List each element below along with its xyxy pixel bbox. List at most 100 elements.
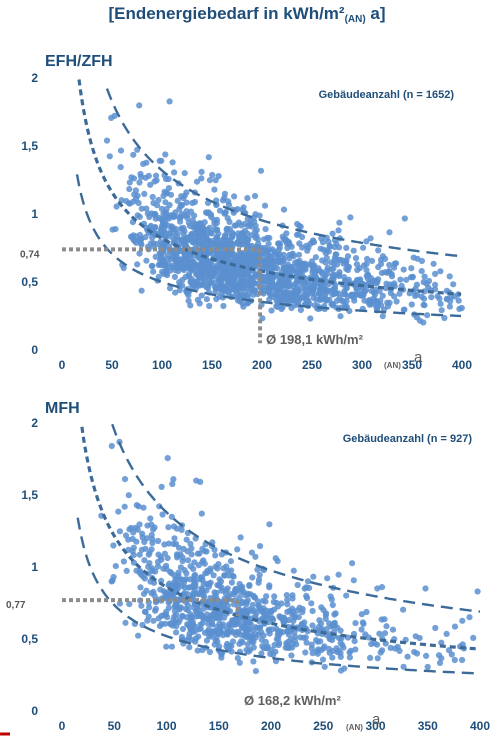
data-point <box>209 171 216 179</box>
data-point <box>224 567 231 575</box>
data-point <box>281 279 288 287</box>
data-point <box>246 582 253 590</box>
data-point <box>455 297 462 304</box>
data-point <box>138 602 145 609</box>
data-point <box>146 560 153 567</box>
data-point <box>358 626 365 633</box>
data-point <box>324 267 331 274</box>
data-point <box>203 296 210 303</box>
data-point <box>313 296 320 303</box>
data-point <box>136 231 143 239</box>
data-point <box>222 209 229 216</box>
data-point <box>145 551 152 558</box>
data-point <box>376 630 383 637</box>
data-point <box>256 605 263 612</box>
data-point <box>274 603 282 610</box>
data-point <box>443 630 450 638</box>
data-point <box>225 572 232 579</box>
data-point <box>273 636 280 643</box>
data-point <box>353 285 360 292</box>
data-point <box>187 302 194 309</box>
data-point <box>188 625 195 632</box>
data-point <box>170 523 178 530</box>
data-point <box>233 628 241 635</box>
x-tick-label: 300 <box>365 719 385 733</box>
data-point <box>220 302 227 310</box>
data-point <box>331 620 338 627</box>
data-point <box>236 594 243 601</box>
data-point <box>401 215 408 222</box>
data-point <box>316 617 323 624</box>
page-title: [Endenergiebedarf in kWh/m²(AN) a] <box>108 4 386 25</box>
data-point <box>249 574 256 581</box>
data-point <box>120 558 127 565</box>
data-point <box>363 238 370 245</box>
data-point <box>155 261 162 269</box>
data-point <box>218 237 225 244</box>
data-point <box>335 227 342 234</box>
data-point <box>137 173 145 181</box>
data-point <box>266 234 273 242</box>
x-tick-label: 100 <box>152 358 172 372</box>
data-point <box>298 294 305 301</box>
data-point <box>374 655 381 662</box>
data-point <box>242 626 249 633</box>
data-point <box>392 645 399 652</box>
data-point <box>121 476 129 483</box>
data-point <box>160 192 167 200</box>
data-point <box>184 262 191 269</box>
data-point <box>224 258 231 265</box>
data-point <box>148 590 155 597</box>
data-point <box>397 276 404 283</box>
data-point <box>225 198 232 205</box>
data-point <box>206 262 213 269</box>
data-point <box>179 557 186 565</box>
data-point <box>279 304 286 311</box>
data-point <box>238 222 245 229</box>
data-point <box>203 548 210 555</box>
data-point <box>142 609 149 616</box>
data-point <box>150 617 157 624</box>
data-point <box>247 286 254 293</box>
data-point <box>203 587 210 594</box>
data-point <box>470 634 477 642</box>
data-point <box>184 215 191 222</box>
x-tick-label: 150 <box>209 719 229 733</box>
data-point <box>251 218 258 225</box>
data-point <box>151 524 158 531</box>
data-point <box>386 261 393 269</box>
x-tick-label: 0 <box>59 719 66 733</box>
data-point <box>230 231 237 238</box>
data-point <box>304 292 311 299</box>
data-point <box>173 623 180 630</box>
data-point <box>232 207 239 214</box>
data-point <box>257 167 265 174</box>
data-point <box>215 276 223 284</box>
data-point <box>198 510 205 517</box>
data-point <box>252 668 259 675</box>
data-point <box>205 154 212 161</box>
data-point <box>438 639 445 646</box>
data-point <box>289 612 296 619</box>
data-point <box>437 268 444 275</box>
data-point <box>466 614 473 621</box>
data-point <box>262 598 269 605</box>
data-point <box>272 555 279 562</box>
data-point <box>245 590 252 598</box>
data-point <box>235 285 243 292</box>
data-point <box>275 641 282 649</box>
data-point <box>138 546 145 553</box>
data-point <box>172 289 179 296</box>
data-point <box>143 205 150 212</box>
data-point <box>458 304 465 312</box>
data-point <box>198 168 205 175</box>
x-tick-label: 400 <box>452 358 472 372</box>
data-point <box>294 289 301 296</box>
data-point <box>244 641 251 648</box>
data-point <box>329 601 336 609</box>
average-label: Ø 168,2 kWh/m² <box>244 693 341 708</box>
data-point <box>186 644 193 651</box>
average-label: Ø 198,1 kWh/m² <box>266 332 363 347</box>
data-point <box>237 534 244 541</box>
data-point <box>218 651 225 659</box>
